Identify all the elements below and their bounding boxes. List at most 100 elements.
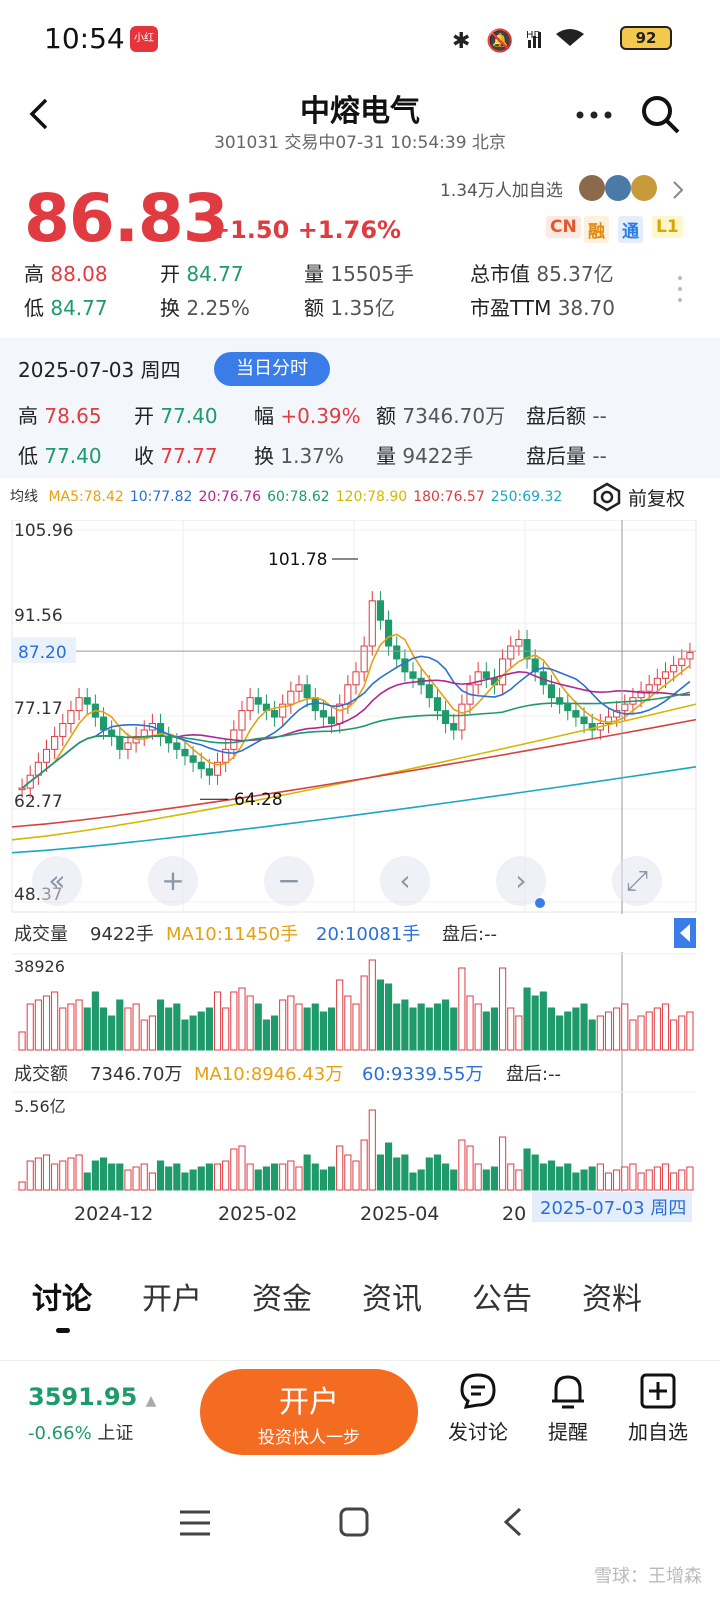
stock-header: 中熔电气 301031 交易中07-31 10:54:39 北京 [0, 80, 720, 158]
amount-bar [556, 1166, 564, 1191]
scroll-left-button[interactable]: ‹ [380, 856, 430, 906]
page-dot [535, 898, 545, 908]
amount-bar [140, 1163, 148, 1191]
amount-bar [490, 1166, 499, 1191]
volume-ma10: MA10:11450手 [166, 924, 298, 945]
candle [173, 742, 181, 750]
candle [531, 658, 539, 673]
chevron-right-icon[interactable] [670, 180, 686, 200]
clock: 10:54 [44, 22, 125, 55]
amount-bar [466, 1145, 474, 1191]
y-tick-label: 105.96 [14, 521, 73, 541]
volume-bar [547, 1007, 556, 1051]
amount-bar [246, 1163, 254, 1191]
stock-subtitle: 301031 交易中07-31 10:54:39 北京 [214, 133, 506, 153]
amount-bar [336, 1145, 344, 1191]
amount-bar [91, 1160, 99, 1191]
add-watchlist-button[interactable]: 加自选 [618, 1371, 698, 1445]
adjust-mode[interactable]: 前复权 [628, 488, 686, 510]
more-vertical-icon[interactable] [676, 274, 684, 304]
tab-news[interactable]: 资讯 [362, 1282, 422, 1317]
alert-button[interactable]: 提醒 [528, 1371, 608, 1445]
amount-bar [572, 1172, 580, 1191]
tab-open-account[interactable]: 开户 [142, 1282, 202, 1317]
more-icon[interactable] [576, 110, 612, 120]
y-tick-label: 91.56 [14, 606, 63, 626]
amount-bar [580, 1169, 588, 1191]
settings-icon[interactable] [592, 482, 622, 512]
amount-bar [319, 1169, 327, 1191]
index-value[interactable]: 3591.95 ▲ [28, 1383, 157, 1411]
fullscreen-button[interactable]: ⤢ [612, 856, 662, 906]
menu-icon[interactable] [178, 1508, 212, 1538]
candle [645, 684, 653, 692]
followers-count[interactable]: 1.34万人加自选 [440, 181, 563, 201]
ma-legend-item: 180:76.57 [413, 489, 485, 505]
candle [352, 671, 360, 686]
amount-bar [327, 1166, 336, 1191]
back-nav-icon[interactable] [500, 1506, 524, 1538]
amount-bar [450, 1169, 458, 1191]
candle [319, 710, 327, 718]
ma-legend-item: 20:76.76 [198, 489, 262, 505]
tag-margin: 融 [584, 216, 609, 243]
volume-bar [661, 1003, 670, 1051]
volume-bar [189, 1015, 197, 1051]
candle [653, 677, 661, 686]
scroll-left-fast-button[interactable]: « [32, 856, 82, 906]
candle [205, 768, 213, 776]
candle [547, 684, 556, 699]
x-tick-label: 2024-12 [74, 1203, 153, 1225]
chat-icon [460, 1373, 496, 1409]
volume-bar [360, 975, 368, 1051]
amount-bar [401, 1154, 409, 1191]
volume-bar [621, 1003, 629, 1051]
tab-discussion[interactable]: 讨论 [32, 1282, 92, 1317]
volume-bar [450, 1007, 458, 1051]
volume-bar [352, 1003, 360, 1051]
scroll-right-button[interactable]: › [496, 856, 546, 906]
volume-bar [466, 995, 474, 1051]
amount-bar [344, 1154, 352, 1191]
amount-bar [222, 1160, 230, 1191]
volume-bar [148, 1015, 156, 1051]
volume-bar [490, 1007, 499, 1051]
candle [515, 639, 523, 647]
amount-bar [99, 1157, 108, 1191]
volume-bar [458, 967, 466, 1051]
amount-bar [409, 1172, 417, 1191]
volume-bar [124, 1007, 132, 1051]
zoom-in-button[interactable]: + [148, 856, 198, 906]
y-tick-label: 62.77 [14, 792, 63, 812]
volume-bar [246, 995, 254, 1051]
post-discussion-button[interactable]: 发讨论 [438, 1371, 518, 1445]
intraday-button[interactable]: 当日分时 [214, 352, 330, 386]
kline-chart[interactable]: 105.9691.5677.1762.7748.3787.20101.7864.… [0, 520, 720, 1240]
candle [51, 735, 59, 750]
tab-capital[interactable]: 资金 [252, 1282, 312, 1317]
candle [393, 645, 401, 660]
tab-announcements[interactable]: 公告 [472, 1282, 532, 1317]
zoom-out-button[interactable]: − [264, 856, 314, 906]
tab-profile[interactable]: 资料 [582, 1282, 642, 1317]
home-icon[interactable] [338, 1506, 370, 1538]
search-icon[interactable] [640, 94, 682, 136]
ma-line-5 [21, 633, 691, 789]
ma-legend-item: MA5:78.42 [48, 489, 124, 505]
long-ma-line-1 [11, 718, 697, 828]
amount-bar [67, 1157, 75, 1191]
low-price-label: 64.28 [234, 790, 283, 810]
back-icon[interactable] [24, 96, 52, 132]
candle [197, 761, 205, 770]
amount-bar [621, 1166, 629, 1191]
volume-bar [499, 967, 507, 1051]
open-account-button[interactable]: 开户 投资快人一步 [200, 1369, 418, 1455]
amount-value: 7346.70万 [90, 1064, 182, 1085]
candle [482, 671, 490, 679]
volume-bar [303, 1007, 311, 1051]
volume-bar [83, 1007, 91, 1051]
candle [303, 684, 311, 699]
amount-bar [368, 1109, 376, 1191]
amount-bar [213, 1163, 222, 1191]
day-stat-1-2: 换 1.37% [254, 444, 344, 468]
